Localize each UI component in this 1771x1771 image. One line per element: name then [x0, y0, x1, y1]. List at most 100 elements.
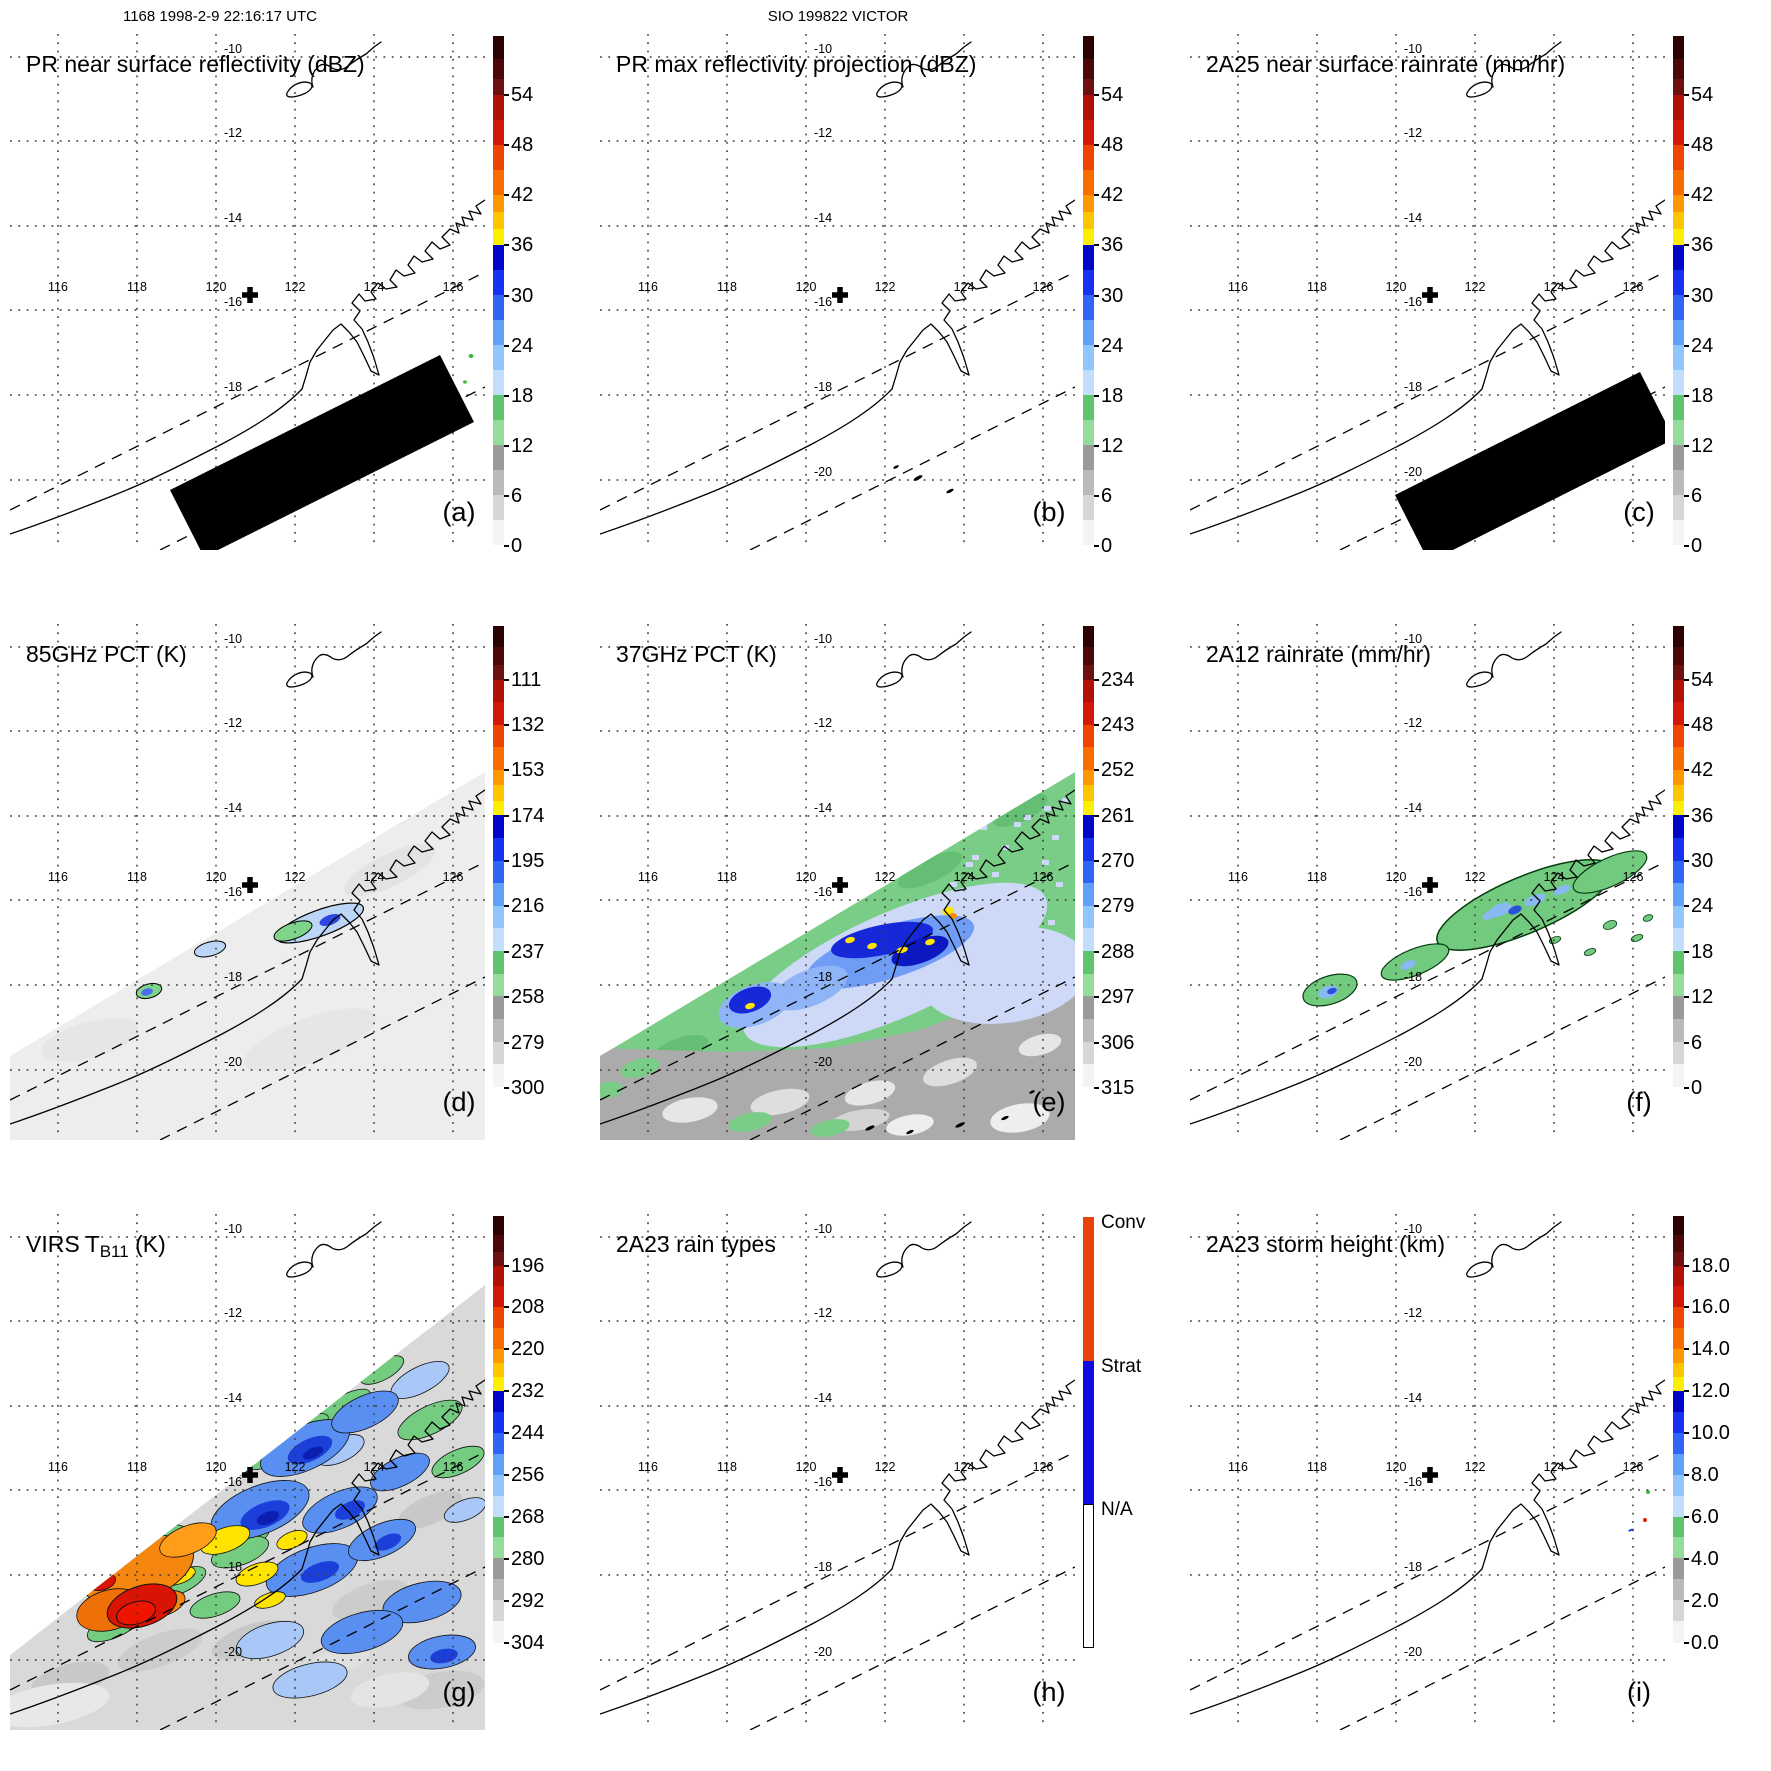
overlay-features [1395, 372, 1665, 550]
svg-text:-16: -16 [224, 885, 242, 899]
colorbar-tick-label: 48 [511, 134, 534, 157]
svg-text:-14: -14 [1404, 801, 1422, 815]
svg-text:-20: -20 [224, 1055, 242, 1069]
colorbar-tick-label: 4.0 [1691, 1548, 1719, 1571]
svg-text:120: 120 [796, 870, 817, 884]
svg-text:126: 126 [1033, 280, 1054, 294]
svg-text:-18: -18 [224, 380, 242, 394]
colorbar-tick [1094, 769, 1099, 772]
colorbar-tick [504, 444, 509, 447]
svg-text:-18: -18 [814, 970, 832, 984]
coastline [1190, 1221, 1665, 1715]
svg-text:-12: -12 [1404, 716, 1422, 730]
colorbar-tick [504, 1390, 509, 1393]
colorbar-tick-label: 24 [511, 334, 534, 357]
colorbar-tick-label: 54 [1691, 668, 1714, 691]
svg-text:-16: -16 [224, 295, 242, 309]
map-e: 116 118 120 122 124 126 -10 -12 -14 -16 -18 -20 (e) 3… [600, 624, 1075, 1140]
colorbar-tick [504, 996, 509, 999]
svg-text:-16: -16 [1404, 295, 1422, 309]
colorbar-f [1673, 626, 1684, 1088]
svg-text:126: 126 [1623, 1460, 1644, 1474]
panel-title: 2A12 rainrate (mm/hr) [1206, 641, 1431, 667]
svg-text:-16: -16 [224, 1475, 242, 1489]
sensor-swath-data [600, 772, 1075, 1140]
colorbar-d [493, 626, 504, 1088]
swath-edge-dashes [10, 1451, 485, 1730]
svg-text:116: 116 [638, 1460, 658, 1474]
swath-edge-dashes [10, 861, 485, 1140]
panel-e: 116 118 120 122 124 126 -10 -12 -14 -16 -18 -20 (e) 3… [590, 590, 1180, 1180]
colorbar-tick-label: 14.0 [1691, 1338, 1730, 1361]
svg-text:124: 124 [364, 870, 385, 884]
colorbar-tick [1094, 294, 1099, 297]
colorbar-tick-label: 237 [511, 940, 545, 963]
svg-text:-18: -18 [1404, 1560, 1422, 1574]
colorbar-i [1673, 1216, 1684, 1643]
colorbar-tick-label: 12.0 [1691, 1380, 1730, 1403]
colorbar-h [1083, 1217, 1094, 1648]
panel-letter: (b) [1033, 497, 1066, 527]
grid-labels: 116 118 120 122 124 126 -10 -12 -14 -16 -18 -20 [48, 1222, 463, 1659]
panel-b: 116 118 120 122 124 126 -10 -12 -14 -16 -18 -20 (b) P… [590, 0, 1180, 590]
colorbar-tick [1684, 1474, 1689, 1477]
svg-text:116: 116 [1228, 870, 1248, 884]
colorbar-tick-label: 6 [1691, 484, 1703, 507]
overlay-features [865, 1090, 1035, 1135]
colorbar-tick-label: 12 [1101, 434, 1124, 457]
svg-text:124: 124 [1544, 280, 1565, 294]
colorbar-tick-label: 24 [1691, 895, 1714, 918]
svg-text:-12: -12 [224, 1306, 242, 1320]
colorbar-tick [1684, 94, 1689, 97]
colorbar-tick-label: 279 [511, 1031, 545, 1054]
colorbar-tick [1684, 344, 1689, 347]
colorbar-tick [1684, 1306, 1689, 1309]
swath-edge-dashes [600, 271, 1075, 550]
svg-text:-14: -14 [814, 211, 832, 225]
colorbar-tick-label: 244 [511, 1422, 545, 1445]
svg-text:116: 116 [638, 870, 658, 884]
svg-text:-14: -14 [224, 801, 242, 815]
colorbar-tick [1684, 1086, 1689, 1089]
colorbar-tick [504, 394, 509, 397]
grid-labels: 116 118 120 122 124 126 -10 -12 -14 -16 -18 -20 [1228, 42, 1643, 479]
svg-text:122: 122 [285, 870, 306, 884]
svg-text:126: 126 [1623, 870, 1644, 884]
svg-text:-12: -12 [814, 126, 832, 140]
colorbar-tick-label: 288 [1101, 940, 1135, 963]
svg-text:124: 124 [364, 1460, 385, 1474]
coastline [1190, 631, 1665, 1125]
colorbar-tick [1684, 294, 1689, 297]
colorbar-tick [1684, 244, 1689, 247]
colorbar-tick-label: 292 [511, 1590, 545, 1613]
colorbar-tick-label: 54 [511, 84, 534, 107]
svg-text:120: 120 [206, 280, 227, 294]
panel-g: 116 118 120 122 124 126 -10 -12 -14 -16 -18 -20 (g) V… [0, 1180, 590, 1770]
colorbar-tick [1684, 905, 1689, 908]
colorbar-tick-label: 208 [511, 1296, 545, 1319]
svg-text:-16: -16 [814, 885, 832, 899]
colorbar-tick-label: 304 [511, 1631, 545, 1654]
colorbar-category-label: Conv [1101, 1212, 1146, 1233]
colorbar-tick [504, 1474, 509, 1477]
panel-title: 85GHz PCT (K) [26, 641, 187, 667]
colorbar-tick-label: 30 [1691, 284, 1714, 307]
colorbar-tick [504, 1432, 509, 1435]
svg-text:-10: -10 [224, 1222, 242, 1236]
sensor-swath-data [10, 772, 485, 1140]
colorbar-tick-label: 220 [511, 1338, 545, 1361]
swath-edge-dashes [1190, 861, 1665, 1140]
storm-center-marker [832, 877, 848, 893]
colorbar-tick-label: 24 [1101, 334, 1124, 357]
svg-text:124: 124 [954, 280, 975, 294]
colorbar-tick [504, 1558, 509, 1561]
colorbar-tick [1094, 678, 1099, 681]
colorbar-tick [504, 814, 509, 817]
colorbar-tick [1684, 950, 1689, 953]
panel-letter: (c) [1623, 497, 1654, 527]
panel-a: 116118120122124126-10-12-14-16-18-20(a)P… [0, 0, 590, 590]
svg-text:118: 118 [717, 870, 737, 884]
svg-text:122: 122 [1465, 1460, 1486, 1474]
svg-text:-18: -18 [1404, 970, 1422, 984]
svg-text:-16: -16 [1404, 885, 1422, 899]
